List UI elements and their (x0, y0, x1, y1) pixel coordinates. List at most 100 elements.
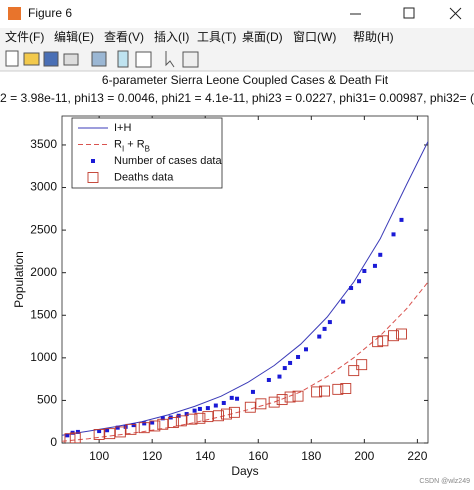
x-tick-label: 180 (301, 449, 321, 463)
menu-item[interactable]: 桌面(D) (242, 30, 283, 44)
y-tick-label: 3000 (30, 180, 57, 194)
case-point (282, 366, 287, 371)
menu-item[interactable]: 窗口(W) (293, 30, 336, 44)
death-point (276, 394, 288, 406)
case-point (213, 403, 218, 408)
death-point (377, 335, 389, 347)
legend-icon[interactable] (135, 51, 152, 68)
plot-area (62, 141, 428, 443)
x-tick-label: 120 (142, 449, 162, 463)
menu-item[interactable]: 查看(V) (104, 30, 144, 44)
legend-label: I+H (114, 122, 131, 134)
y-tick-label: 500 (37, 393, 57, 407)
close-button[interactable] (449, 7, 462, 20)
case-point (399, 217, 404, 222)
menu-item[interactable]: 编辑(E) (54, 29, 94, 44)
death-point (292, 390, 304, 402)
legend-label: Number of cases data (114, 155, 222, 167)
death-point (213, 410, 224, 422)
case-point (192, 408, 197, 413)
menu-item[interactable]: 文件(F) (5, 29, 44, 44)
case-point (115, 425, 120, 430)
death-point (388, 330, 399, 342)
y-tick-label: 1000 (30, 350, 57, 364)
case-point (235, 396, 240, 401)
menu-item[interactable]: 插入(I) (154, 30, 189, 44)
toolbar (0, 47, 474, 71)
menu-item[interactable]: 帮助(H) (353, 30, 394, 44)
death-point (175, 415, 187, 427)
x-tick-label: 200 (354, 449, 374, 463)
watermark: CSDN @wlz249 (419, 478, 470, 485)
case-point (65, 433, 70, 438)
property-icon[interactable] (182, 51, 199, 68)
y-tick-label: 1500 (30, 307, 57, 321)
legend-label: RI + RB (114, 138, 150, 153)
maximize-button[interactable] (403, 7, 415, 19)
case-point (205, 406, 210, 411)
case-point (372, 263, 377, 268)
case-point (150, 420, 155, 425)
death-point (228, 406, 240, 418)
legend-swatch (91, 159, 95, 163)
toolbar-icons (5, 50, 199, 68)
case-point (142, 421, 147, 426)
window-title: Figure 6 (28, 6, 72, 20)
case-point (391, 232, 396, 237)
y-tick-label: 2000 (30, 265, 57, 279)
colorbar-icon[interactable] (117, 50, 129, 68)
save-icon[interactable] (43, 51, 59, 67)
death-point (202, 411, 214, 423)
death-point (194, 412, 206, 424)
case-point (105, 428, 110, 433)
case-point (97, 429, 102, 434)
legend-swatch (87, 172, 99, 183)
app-icon (8, 7, 21, 20)
print-icon[interactable] (63, 53, 79, 66)
link-icon[interactable] (91, 51, 107, 67)
case-point (160, 416, 165, 421)
case-point (288, 360, 293, 365)
y-tick-label: 0 (50, 435, 57, 449)
case-point (221, 400, 226, 405)
chart-subtitle: 2 = 3.98e-11, phi13 = 0.0046, phi21 = 4.… (0, 91, 474, 105)
new-icon[interactable] (5, 50, 19, 67)
case-point (362, 268, 367, 273)
x-tick-label: 100 (89, 449, 109, 463)
x-tick-label: 160 (248, 449, 268, 463)
case-point (322, 326, 327, 331)
death-point (104, 428, 116, 440)
death-point (396, 328, 407, 340)
death-point (356, 359, 368, 371)
chart-title: 6-parameter Sierra Leone Coupled Cases &… (102, 73, 389, 87)
title-bar (0, 0, 474, 28)
death-point (138, 422, 150, 434)
case-point (277, 374, 282, 379)
death-point (149, 420, 161, 432)
case-point (357, 279, 362, 284)
case-point (317, 334, 322, 339)
menu-bar (0, 28, 474, 47)
death-point (284, 391, 296, 403)
menu-item[interactable]: 工具(T) (197, 30, 236, 44)
open-icon[interactable] (23, 52, 40, 66)
legend-label: Deaths data (114, 171, 174, 183)
legend-box (71, 117, 223, 189)
chart: 6-parameter Sierra Leone Coupled Cases &… (0, 73, 474, 478)
death-point (125, 423, 137, 435)
death-point (244, 401, 256, 413)
case-point (250, 389, 255, 394)
death-point (93, 429, 105, 440)
death-point (311, 386, 323, 398)
case-point (131, 423, 136, 428)
x-tick-label: 140 (195, 449, 215, 463)
pointer-icon[interactable] (165, 51, 175, 68)
death-point (319, 385, 331, 397)
death-point (220, 408, 232, 420)
death-point (332, 383, 344, 395)
death-point (69, 432, 81, 443)
case-point (197, 406, 202, 411)
fit-line (62, 281, 428, 442)
x-tick-label: 220 (407, 449, 427, 463)
death-point (114, 426, 126, 438)
